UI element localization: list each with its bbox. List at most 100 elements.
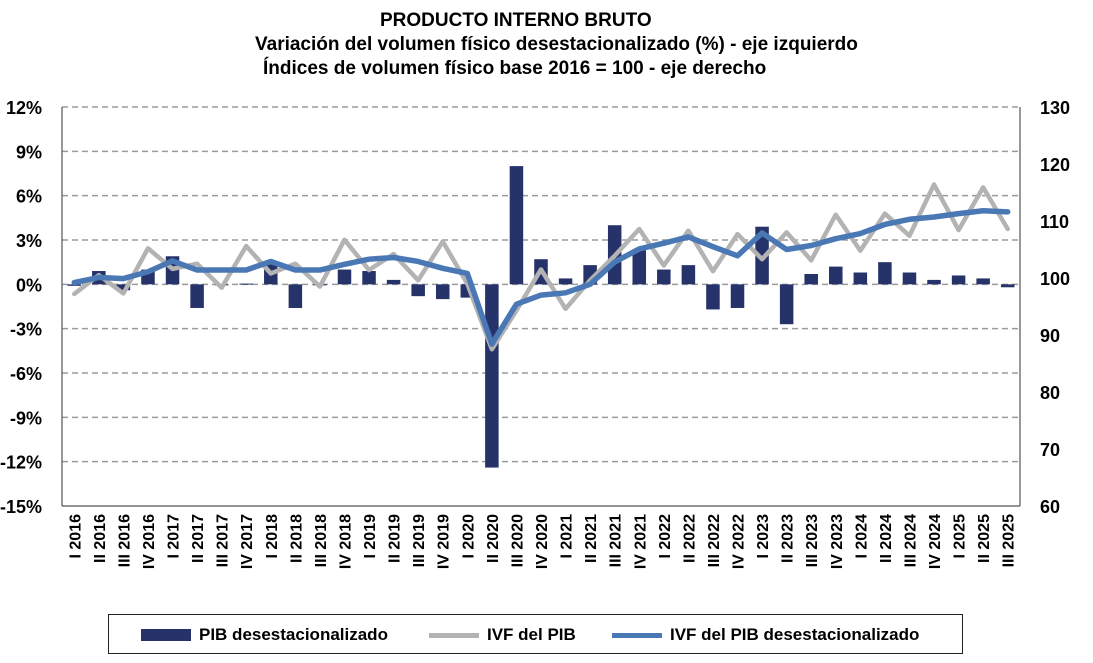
- category-label: I 2017: [166, 514, 183, 559]
- legend-swatch-ivf: [429, 632, 479, 638]
- category-label: III 2021: [608, 514, 625, 567]
- bar: [190, 284, 204, 308]
- legend-label-bars: PIB desestacionalizado: [199, 625, 388, 644]
- category-label: III 2017: [215, 514, 232, 567]
- category-label: IV 2023: [829, 514, 846, 569]
- left-tick-label: -3%: [10, 320, 42, 340]
- chart-canvas: -15% -12% -9% -6% -3% 0% 3% 6% 9% 12% 60 70 80 90 100 1…: [0, 98, 1070, 569]
- category-label: III 2023: [804, 514, 821, 567]
- category-label: IV 2020: [534, 514, 551, 569]
- bar: [509, 166, 524, 285]
- series-line-ivf: [72, 182, 1010, 352]
- category-label: II 2024: [878, 514, 895, 563]
- right-tick-label: 80: [1040, 383, 1060, 403]
- bar: [779, 284, 794, 325]
- category-label: IV 2021: [632, 514, 649, 569]
- bar: [239, 283, 253, 285]
- legend-item-ivf: IVF del PIB: [429, 624, 576, 646]
- chart-subtitle-right-axis: Índices de volumen físico base 2016 = 10…: [263, 58, 767, 79]
- left-tick-label: 6%: [16, 187, 42, 207]
- category-label: I 2021: [559, 514, 576, 559]
- bar: [632, 250, 647, 285]
- right-tick-label: 100: [1040, 269, 1070, 289]
- bar: [386, 279, 401, 285]
- category-label: I 2020: [460, 514, 477, 559]
- category-label: IV 2022: [731, 514, 748, 569]
- category-label: I 2025: [952, 514, 969, 559]
- category-label: I 2018: [264, 514, 281, 559]
- category-label: III 2019: [411, 514, 428, 567]
- bar: [288, 284, 303, 308]
- category-label: II 2018: [288, 514, 305, 563]
- bar: [116, 284, 131, 291]
- category-label: II 2022: [681, 514, 698, 563]
- category-label: IV 2017: [239, 514, 256, 569]
- category-label: IV 2024: [927, 514, 944, 569]
- left-tick-label: -6%: [10, 364, 42, 384]
- left-tick-label: -9%: [10, 408, 42, 428]
- left-tick-label: 0%: [16, 275, 42, 295]
- category-label: III 2018: [313, 514, 330, 567]
- bar: [730, 284, 745, 308]
- bar: [706, 284, 720, 310]
- legend-item-bars: PIB desestacionalizado: [141, 624, 388, 646]
- series-line-ivf-sa: [71, 207, 1011, 347]
- category-label: III 2024: [902, 514, 919, 567]
- category-label: II 2023: [780, 514, 797, 563]
- left-tick-label: 9%: [16, 142, 42, 162]
- bar: [435, 284, 450, 300]
- category-label: I 2016: [67, 514, 84, 559]
- bar: [1000, 284, 1015, 288]
- bar: [755, 226, 769, 285]
- bar: [902, 272, 917, 285]
- right-tick-label: 60: [1040, 497, 1060, 517]
- category-label: I 2023: [755, 514, 772, 559]
- bar: [804, 273, 818, 285]
- category-label: I 2019: [362, 514, 379, 559]
- legend-item-ivf-sa: IVF del PIB desestacionalizado: [612, 624, 919, 646]
- category-label: III 2025: [1001, 514, 1018, 567]
- right-tick-label: 120: [1040, 155, 1070, 175]
- bar: [927, 279, 941, 285]
- bar: [657, 269, 671, 285]
- chart-legend: PIB desestacionalizado IVF del PIB IVF d…: [108, 614, 963, 654]
- legend-swatch-bars: [141, 629, 191, 641]
- category-label: I 2022: [657, 514, 674, 559]
- bar: [829, 266, 843, 285]
- left-tick-label: -12%: [0, 453, 42, 473]
- legend-swatch-ivf-sa: [612, 632, 662, 638]
- right-tick-label: 70: [1040, 440, 1060, 460]
- category-label: II 2025: [976, 514, 993, 563]
- bar: [681, 265, 696, 285]
- left-tick-label: 3%: [16, 231, 42, 251]
- bar: [337, 269, 352, 285]
- bar: [485, 284, 499, 468]
- category-label: II 2021: [583, 514, 600, 563]
- right-tick-label: 130: [1040, 98, 1070, 118]
- legend-label-ivf-sa: IVF del PIB desestacionalizado: [670, 625, 920, 644]
- category-label: III 2022: [706, 514, 723, 567]
- category-label: II 2016: [92, 514, 109, 563]
- chart-subtitle-left-axis: Variación del volumen físico desestacion…: [255, 34, 858, 55]
- category-label: IV 2016: [141, 514, 158, 569]
- category-label: IV 2019: [436, 514, 453, 569]
- category-label: II 2020: [485, 514, 502, 563]
- chart-title: PRODUCTO INTERNO BRUTO: [380, 10, 652, 31]
- left-tick-label: -15%: [0, 497, 42, 517]
- right-tick-label: 110: [1040, 212, 1069, 232]
- category-label: III 2020: [509, 514, 526, 567]
- legend-label-ivf: IVF del PIB: [487, 625, 576, 644]
- bar: [878, 262, 892, 285]
- bar: [362, 271, 376, 285]
- category-label: I 2024: [853, 514, 870, 559]
- bar: [853, 272, 868, 285]
- category-label: II 2017: [190, 514, 207, 563]
- category-label: II 2019: [387, 514, 404, 563]
- category-label: III 2016: [116, 514, 133, 567]
- right-tick-label: 90: [1040, 326, 1060, 346]
- bar: [558, 278, 573, 285]
- category-label: IV 2018: [337, 514, 354, 569]
- bar: [976, 278, 990, 285]
- bar: [411, 284, 425, 297]
- bar: [951, 275, 966, 285]
